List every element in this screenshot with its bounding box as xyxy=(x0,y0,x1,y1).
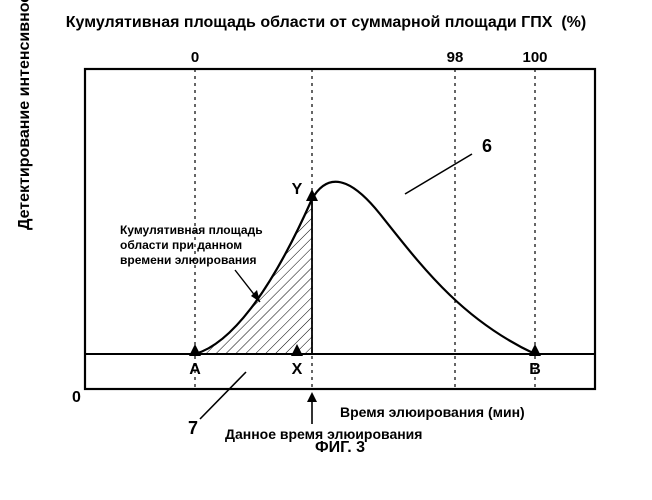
top-tick-100: 100 xyxy=(522,49,547,66)
callout-6-line xyxy=(405,154,472,194)
chart-area: 0 98 100 A X Y B 6 7 Кумулятивная площад… xyxy=(60,44,620,454)
x-axis-label: Время элюирования (мин) xyxy=(340,404,525,420)
top-axis-title: Кумулятивная площадь области от суммарно… xyxy=(0,14,652,32)
callout-7-line xyxy=(200,372,246,419)
top-tick-0: 0 xyxy=(191,49,199,66)
label-B: B xyxy=(529,361,541,378)
marker-B xyxy=(529,344,541,356)
title-unit: (%) xyxy=(561,14,586,31)
callout-6-label: 6 xyxy=(482,136,492,156)
shaded-anno-3: времени элюирования xyxy=(120,253,257,267)
origin-label: 0 xyxy=(72,389,81,406)
label-Y: Y xyxy=(292,181,303,198)
callout-7-label: 7 xyxy=(188,418,198,438)
shaded-annotation: Кумулятивная площадь области при данном … xyxy=(120,223,263,302)
marker-A xyxy=(189,344,201,356)
current-time-arrow xyxy=(307,392,317,424)
ylabel-text: Детектирование интенсивности RI xyxy=(16,0,33,230)
label-A: A xyxy=(189,361,201,378)
y-axis-label: Детектирование интенсивности RI (мВ) xyxy=(16,0,34,230)
title-text: Кумулятивная площадь области от суммарно… xyxy=(66,14,553,31)
figure-caption: ФИГ. 3 xyxy=(315,439,365,454)
shaded-anno-1: Кумулятивная площадь xyxy=(120,223,263,237)
label-X: X xyxy=(292,361,303,378)
marker-Y xyxy=(306,189,318,201)
shaded-anno-2: области при данном xyxy=(120,238,242,252)
top-tick-98: 98 xyxy=(447,49,464,66)
